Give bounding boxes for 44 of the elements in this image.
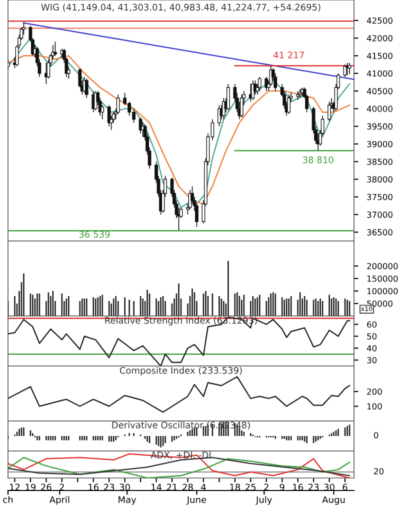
y-tick-label: 200000 xyxy=(367,262,398,270)
y-tick-label: 60 xyxy=(367,321,377,328)
candlestick xyxy=(348,62,352,74)
x2-tick-label: July xyxy=(256,496,272,505)
text: 20 xyxy=(374,468,384,474)
candlestick xyxy=(226,84,230,111)
y-tick-label: 37500 xyxy=(367,194,392,200)
ref-line-label: 36 539 xyxy=(79,230,110,238)
y-tick-label: 40500 xyxy=(366,88,392,94)
y-tick-label: 37000 xyxy=(367,212,392,218)
y-tick-label: 30 xyxy=(367,357,377,364)
y-tick-label: 41000 xyxy=(366,70,392,77)
chart-title: Composite Index (233.539) xyxy=(120,366,242,376)
x2-tick-label: June xyxy=(186,496,206,505)
x2-tick-label: ch xyxy=(3,496,13,504)
y-tick-label: 200 xyxy=(367,388,382,395)
line-series xyxy=(8,376,350,413)
y-tick-label: 100000 xyxy=(367,288,398,294)
y-tick-label: 39500 xyxy=(367,123,392,130)
y-tick-label: 50 xyxy=(367,333,377,340)
annotation: 38 810 xyxy=(302,156,334,164)
y-tick-label: 41500 xyxy=(366,52,392,60)
y-tick-label: 150000 xyxy=(367,275,398,282)
y-tick-label: 40000 xyxy=(366,106,392,112)
annotation: 41 217 xyxy=(273,52,304,58)
x-tick-label: 4 xyxy=(201,484,206,490)
y-tick-label: 42000 xyxy=(366,35,392,42)
candlestick xyxy=(258,76,262,92)
candlestick xyxy=(84,78,88,99)
y-tick-label: 40 xyxy=(366,345,377,352)
text: 0 xyxy=(374,432,378,438)
y-tick-label: 100 xyxy=(367,403,382,410)
y-tick-label: 38500 xyxy=(367,158,392,165)
y-tick-label: 38000 xyxy=(367,176,392,183)
x2-tick-label: Augu xyxy=(322,496,345,505)
y-tick-label: 39000 xyxy=(367,140,392,148)
chart-title: WIG (41,149.04, 41,303.01, 40,983.48, 41,224.77, +54.2695) xyxy=(41,4,320,12)
y-tick-label: 42500 xyxy=(366,17,392,24)
candlestick xyxy=(328,101,331,122)
x2-tick-label: April xyxy=(49,496,70,505)
candlestick xyxy=(53,41,57,56)
x2-tick-label: May xyxy=(118,496,136,505)
y-tick-label: 36500 xyxy=(367,229,392,236)
candlestick xyxy=(240,94,244,118)
